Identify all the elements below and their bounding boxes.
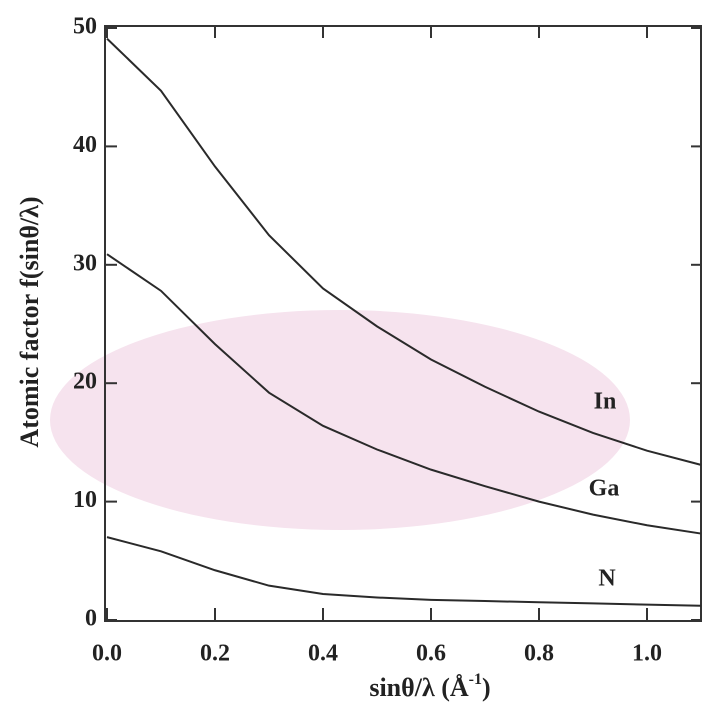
x-tick-label: 0.4: [308, 641, 338, 667]
x-axis-label-superscript: -1: [469, 671, 482, 688]
curve-label: N: [598, 566, 616, 592]
y-tick-label: 40: [73, 132, 97, 158]
curve: [106, 536, 702, 607]
y-tick-label: 10: [73, 487, 97, 513]
curve-label: Ga: [589, 476, 620, 502]
curve: [106, 253, 702, 535]
x-tick-label: 1.0: [632, 641, 662, 667]
x-axis-label-text: sinθ/λ (Å: [369, 673, 469, 702]
x-tick-label: 0.0: [92, 641, 122, 667]
y-tick-label: 30: [73, 250, 97, 276]
curve: [106, 37, 702, 466]
y-tick-label: 0: [85, 606, 97, 632]
y-tick-label: 20: [73, 369, 97, 395]
x-tick-label: 0.8: [524, 641, 554, 667]
plot-frame: [104, 25, 702, 622]
x-axis-label: sinθ/λ (Å-1): [369, 671, 490, 702]
x-axis-label-suffix: ): [482, 673, 491, 702]
x-tick-label: 0.2: [200, 641, 230, 667]
watermark: [50, 310, 630, 530]
y-tick-label: 50: [73, 14, 97, 40]
y-axis-label: Atomic factor f(sinθ/λ): [15, 196, 44, 447]
curve-label: In: [594, 389, 617, 415]
x-tick-label: 0.6: [416, 641, 446, 667]
